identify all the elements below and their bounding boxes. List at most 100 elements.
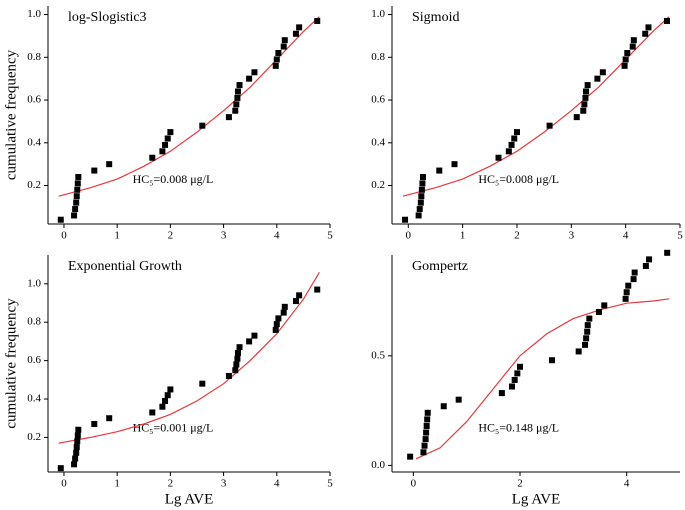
data-point bbox=[623, 289, 630, 296]
data-point bbox=[664, 249, 671, 256]
data-point bbox=[73, 444, 80, 451]
data-point bbox=[629, 43, 636, 50]
data-point bbox=[402, 216, 409, 223]
annotation: HC₅=0.001 μg/L bbox=[133, 420, 214, 434]
x-tick-label: 0 bbox=[411, 478, 417, 490]
data-point bbox=[74, 432, 81, 439]
data-point bbox=[436, 167, 443, 174]
data-point bbox=[495, 154, 502, 161]
data-point bbox=[234, 94, 241, 101]
y-tick-label: 0.2 bbox=[27, 431, 41, 443]
data-point bbox=[511, 376, 518, 383]
panel-title: Exponential Growth bbox=[68, 259, 182, 274]
data-point bbox=[645, 24, 652, 31]
y-tick-label: 0.2 bbox=[27, 179, 41, 191]
data-point bbox=[573, 114, 580, 121]
data-point bbox=[407, 453, 414, 460]
data-point bbox=[625, 282, 632, 289]
data-point bbox=[505, 148, 512, 155]
data-point bbox=[418, 186, 425, 193]
data-point bbox=[423, 429, 430, 436]
y-tick-label: 0.8 bbox=[27, 316, 41, 328]
data-point bbox=[292, 298, 299, 305]
data-point bbox=[582, 88, 589, 95]
data-point bbox=[582, 341, 589, 348]
data-point bbox=[72, 455, 79, 462]
data-point bbox=[511, 135, 518, 142]
data-point bbox=[234, 355, 241, 362]
panel-title: Sigmoid bbox=[412, 10, 459, 25]
data-point bbox=[159, 403, 166, 410]
x-axis-label: Lg AVE bbox=[165, 491, 213, 507]
y-tick-label: 0.5 bbox=[371, 349, 385, 361]
data-point bbox=[415, 212, 422, 219]
data-point bbox=[594, 75, 601, 82]
data-point bbox=[584, 328, 591, 335]
x-tick-label: 2 bbox=[517, 478, 523, 490]
y-tick-label: 0.6 bbox=[27, 354, 41, 366]
x-tick-label: 4 bbox=[624, 478, 630, 490]
fit-curve bbox=[58, 271, 320, 444]
data-point bbox=[419, 173, 426, 180]
data-point bbox=[167, 386, 174, 393]
data-point bbox=[549, 357, 555, 364]
data-point bbox=[417, 199, 424, 206]
data-point bbox=[91, 167, 98, 174]
y-tick-label: 0.8 bbox=[371, 51, 385, 63]
data-point bbox=[281, 303, 288, 310]
data-point bbox=[624, 50, 631, 57]
data-point bbox=[233, 101, 240, 108]
data-point bbox=[631, 269, 638, 276]
fit-curve bbox=[58, 16, 320, 197]
data-point bbox=[73, 193, 80, 200]
data-point bbox=[251, 332, 258, 339]
data-point bbox=[232, 367, 239, 374]
data-point bbox=[622, 56, 629, 63]
fit-curve bbox=[402, 16, 670, 197]
data-point bbox=[275, 50, 282, 57]
data-point bbox=[646, 256, 653, 263]
x-tick-label: 1 bbox=[460, 230, 466, 242]
data-point bbox=[273, 56, 280, 63]
y-tick-label: 0.4 bbox=[27, 393, 41, 405]
data-point bbox=[164, 135, 171, 142]
x-tick-label: 0 bbox=[406, 230, 412, 242]
x-tick-label: 1 bbox=[114, 478, 120, 490]
data-point bbox=[423, 422, 430, 429]
data-point bbox=[280, 43, 287, 50]
x-tick-label: 2 bbox=[168, 478, 174, 490]
data-point bbox=[630, 37, 637, 44]
y-tick-label: 1.0 bbox=[27, 8, 41, 20]
data-point bbox=[280, 309, 287, 316]
data-point bbox=[91, 420, 98, 427]
data-point bbox=[246, 75, 253, 82]
data-point bbox=[106, 161, 113, 168]
data-point bbox=[583, 335, 590, 342]
data-point bbox=[292, 30, 299, 37]
data-point bbox=[419, 180, 426, 187]
data-point bbox=[234, 88, 241, 95]
data-point bbox=[162, 141, 169, 148]
data-point bbox=[251, 69, 258, 76]
data-point bbox=[582, 94, 589, 101]
data-point bbox=[314, 286, 321, 293]
data-point bbox=[642, 262, 649, 269]
data-point bbox=[199, 122, 206, 129]
y-tick-label: 0.6 bbox=[27, 94, 41, 106]
y-tick-label: 1.0 bbox=[27, 277, 41, 289]
data-point bbox=[622, 295, 629, 302]
data-point bbox=[234, 349, 241, 356]
data-point bbox=[421, 442, 428, 449]
data-point bbox=[233, 361, 240, 368]
data-point bbox=[71, 212, 78, 219]
x-tick-label: 5 bbox=[327, 478, 333, 490]
data-point bbox=[73, 199, 80, 206]
x-tick-label: 1 bbox=[114, 230, 120, 242]
x-tick-label: 4 bbox=[623, 230, 629, 242]
y-axis-label: cumulative frequency bbox=[3, 298, 19, 429]
data-point bbox=[575, 348, 582, 355]
x-tick-label: 2 bbox=[168, 230, 174, 242]
data-point bbox=[418, 193, 425, 200]
data-point bbox=[159, 148, 166, 155]
